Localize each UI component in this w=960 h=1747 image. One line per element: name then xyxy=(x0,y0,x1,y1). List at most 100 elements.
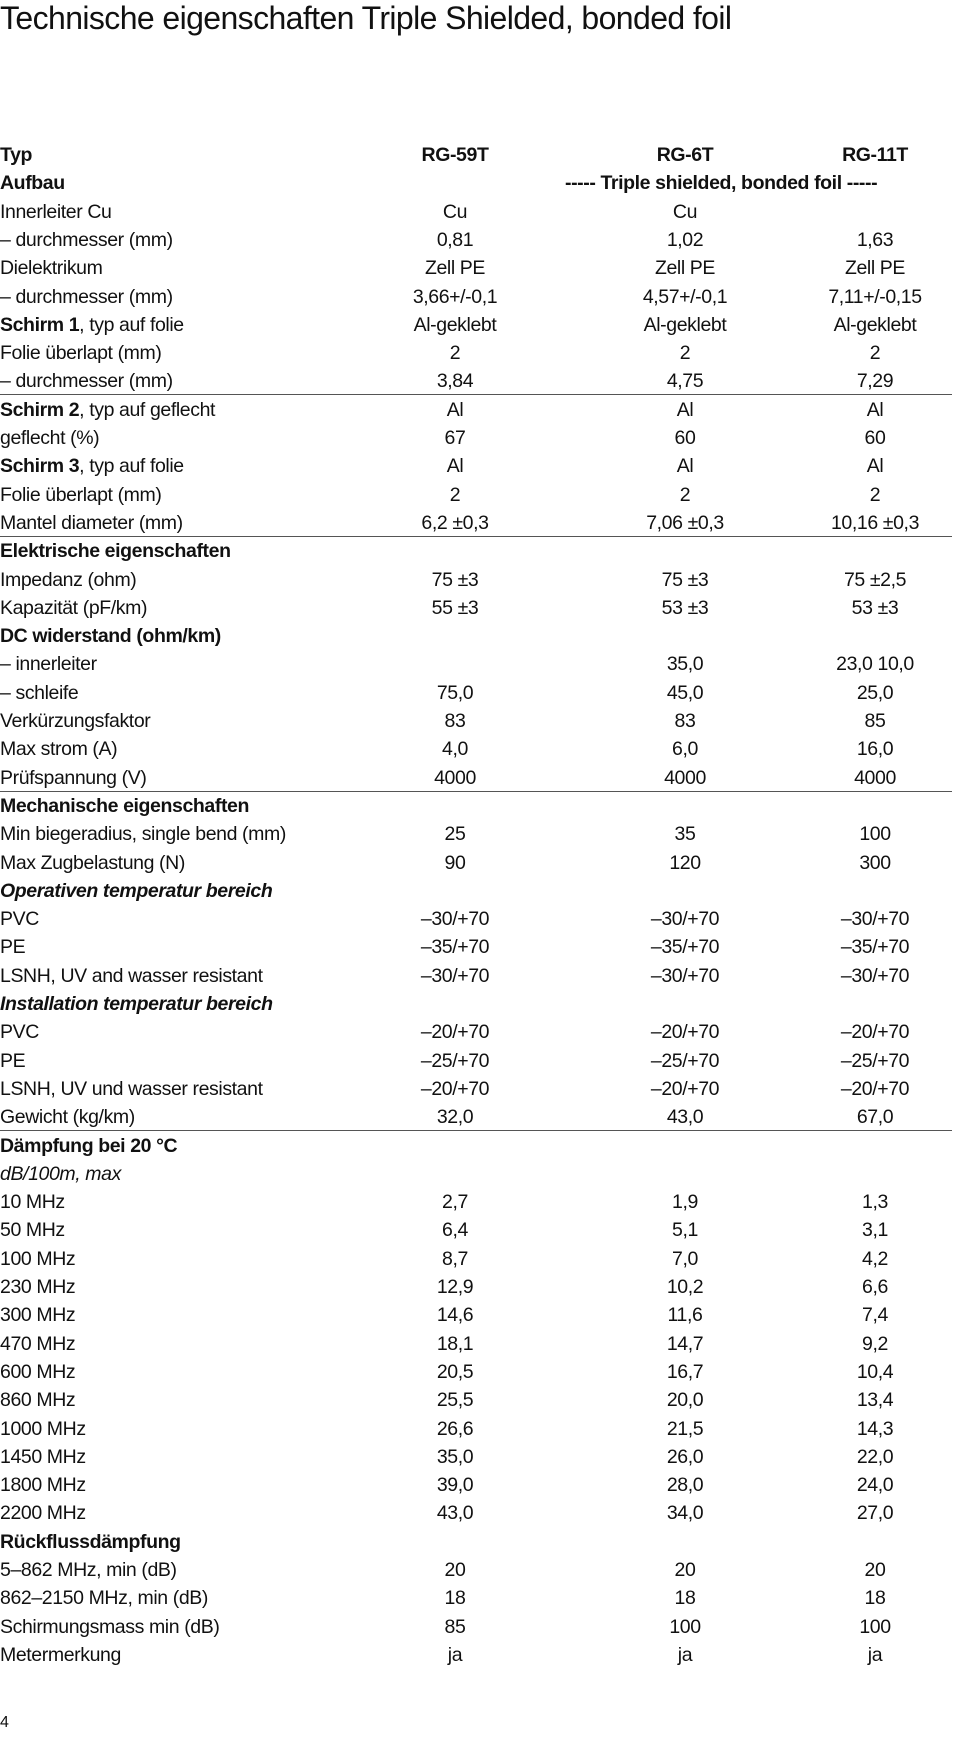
row-label-text: 300 MHz xyxy=(0,1304,76,1327)
row-label-text: Kapazität (pF/km) xyxy=(0,596,148,619)
cell: 6,0 xyxy=(672,738,698,761)
row-label-text: 10 MHz xyxy=(0,1191,65,1214)
cell: –25/+70 xyxy=(650,1049,720,1072)
row-label: 100 MHz xyxy=(0,1245,76,1273)
row-label-text: Installation temperatur bereich xyxy=(0,993,273,1015)
cell: –20/+70 xyxy=(420,1021,490,1044)
cell: 4,75 xyxy=(666,370,704,393)
row-label: 10 MHz xyxy=(0,1188,65,1216)
row-label: 2200 MHz xyxy=(0,1499,86,1527)
row-label: Innerleiter Cu xyxy=(0,198,112,226)
cell: 20,0 xyxy=(666,1389,704,1412)
row-label: – schleife xyxy=(0,679,79,707)
cell: 3,84 xyxy=(436,370,474,393)
row-label: – durchmesser (mm) xyxy=(0,367,173,395)
cell: 21,5 xyxy=(666,1417,704,1440)
row-label-text: PE xyxy=(0,1049,26,1072)
row-label-text: Innerleiter Cu xyxy=(0,200,112,223)
cell: 67 xyxy=(444,427,466,449)
cell: 75 ±3 xyxy=(661,568,709,591)
cell: –35/+70 xyxy=(420,936,490,959)
row-label-text: PVC xyxy=(0,1021,39,1044)
cell: 10,4 xyxy=(856,1360,894,1383)
row-label-text: Folie überlapt (mm) xyxy=(0,342,162,365)
row-label: 50 MHz xyxy=(0,1216,65,1244)
row-label: Operativen temperatur bereich xyxy=(0,877,273,905)
cell: 35 xyxy=(674,823,696,846)
row-label-text: Dämpfung bei 20 °C xyxy=(0,1134,178,1157)
row-label-text: Impedanz (ohm) xyxy=(0,568,137,591)
row-label: Folie überlapt (mm) xyxy=(0,339,162,367)
cell: 53 ±3 xyxy=(661,596,709,619)
cell: 8,7 xyxy=(442,1247,468,1270)
row-label-text: Folie überlapt (mm) xyxy=(0,483,162,506)
cell: –20/+70 xyxy=(650,1077,720,1100)
row-label: 470 MHz xyxy=(0,1330,76,1358)
cell: 300 xyxy=(859,851,891,874)
cell: Zell PE xyxy=(654,257,716,280)
cell: –20/+70 xyxy=(650,1021,720,1044)
cell: 4000 xyxy=(664,766,706,789)
row-label-text: Verkürzungsfaktor xyxy=(0,710,151,732)
cell: 20 xyxy=(864,1559,886,1581)
cell: 14,3 xyxy=(856,1417,894,1440)
row-label-text: Mechanische eigenschaften xyxy=(0,794,250,817)
cell: 23,0 10,0 xyxy=(836,653,914,676)
row-label-text: LSNH, UV und wasser resistant xyxy=(0,1077,263,1100)
cell: –35/+70 xyxy=(650,936,720,959)
cell: Al xyxy=(866,398,884,421)
cell: 39,0 xyxy=(436,1474,474,1497)
row-label-lead: Schirm 1 xyxy=(0,313,80,336)
row-label: Schirm 2, typ auf geflecht xyxy=(0,396,215,424)
cell: 3,66+/-0,1 xyxy=(412,285,498,308)
row-label: 230 MHz xyxy=(0,1273,76,1301)
cell: 35,0 xyxy=(666,653,704,676)
row-label-text: – innerleiter xyxy=(0,653,97,676)
row-label: Folie überlapt (mm) xyxy=(0,481,162,509)
row-label-text: Schirmungsmass min (dB) xyxy=(0,1615,220,1638)
cell: 100 xyxy=(859,1615,891,1638)
cell: Al xyxy=(446,455,464,478)
cell: 7,0 xyxy=(672,1247,698,1270)
cell: ja xyxy=(867,1643,883,1666)
cell: –20/+70 xyxy=(840,1021,910,1044)
cell: 2 xyxy=(679,342,691,365)
row-label: Metermerkung xyxy=(0,1641,121,1669)
cell: 26,6 xyxy=(436,1417,474,1440)
cell: Cu xyxy=(672,200,698,223)
cell: 20 xyxy=(674,1559,696,1581)
cell: 60 xyxy=(674,427,696,449)
cell: 25,0 xyxy=(856,681,894,704)
cell: 7,4 xyxy=(862,1304,888,1327)
row-label: 1000 MHz xyxy=(0,1415,86,1443)
row-label-text: – durchmesser (mm) xyxy=(0,285,173,308)
cell: 67,0 xyxy=(856,1106,894,1129)
cell: 2 xyxy=(449,483,461,506)
row-label: Typ xyxy=(0,141,32,169)
row-label-text: 50 MHz xyxy=(0,1219,65,1242)
cell: 100 xyxy=(859,823,891,846)
cell: 7,06 ±0,3 xyxy=(646,511,724,534)
cell: Cu xyxy=(442,200,468,223)
row-label: Prüfspannung (V) xyxy=(0,764,147,792)
cell: 90 xyxy=(444,851,466,874)
cell: 100 xyxy=(669,1615,701,1638)
cell: 32,0 xyxy=(436,1106,474,1129)
cell: Al-geklebt xyxy=(643,313,727,336)
row-label: Dämpfung bei 20 °C xyxy=(0,1132,178,1160)
cell: 75 ±3 xyxy=(431,568,479,591)
cell: Zell PE xyxy=(424,257,486,280)
row-label-lead: Schirm 2 xyxy=(0,398,80,421)
row-label: – durchmesser (mm) xyxy=(0,226,173,254)
cell: Al xyxy=(676,455,694,478)
cell: 43,0 xyxy=(666,1106,704,1129)
cell: 4,2 xyxy=(862,1247,888,1270)
cell: 55 ±3 xyxy=(431,596,479,619)
row-label-text: Max Zugbelastung (N) xyxy=(0,851,185,874)
row-label-text: – schleife xyxy=(0,681,79,704)
cell: Al-geklebt xyxy=(413,313,497,336)
cell: 28,0 xyxy=(666,1474,704,1497)
cell: 83 xyxy=(674,710,696,732)
row-label: PE xyxy=(0,1047,26,1075)
row-label-text: Operativen temperatur bereich xyxy=(0,879,273,902)
